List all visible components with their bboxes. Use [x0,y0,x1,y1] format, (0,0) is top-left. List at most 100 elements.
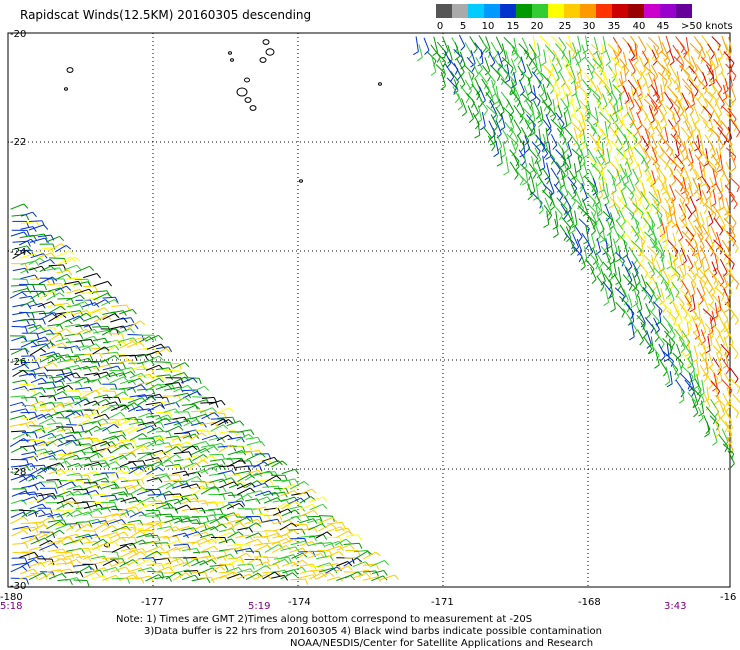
wind-barb [687,288,693,301]
wind-barb [605,183,609,197]
wind-barb [90,299,94,306]
wind-barb [729,343,739,354]
wind-barb [546,210,550,225]
wind-barb [661,267,670,282]
wind-barb [712,70,715,84]
wind-barb [69,311,75,316]
wind-barb [715,420,721,434]
wind-barb [709,247,719,259]
wind-barb [630,308,635,322]
wind-barb [56,568,71,572]
wind-barb [696,266,703,271]
wind-barb [568,50,572,64]
wind-barb [209,513,226,516]
wind-barb [551,116,557,122]
wind-barb [631,119,639,132]
wind-barb [728,413,733,429]
wind-barb [601,180,607,186]
wind-barb [87,547,92,554]
wind-barb [62,509,66,516]
wind-barb [165,446,177,454]
wind-barb [711,293,721,305]
wind-barb [524,148,531,153]
wind-barb [91,494,105,496]
wind-barb [619,93,623,109]
wind-barb [718,206,725,211]
wind-barb [514,49,522,61]
wind-barb [715,352,723,368]
wind-barb [622,51,627,65]
wind-barb [585,142,589,156]
wind-barb [347,527,352,534]
wind-barb [173,419,189,426]
wind-barb [145,534,158,537]
wind-barb [667,259,676,275]
wind-barb [701,224,710,237]
wind-barb [622,224,625,237]
wind-barb [688,79,699,92]
wind-barb [126,466,131,472]
wind-barb [187,411,191,418]
wind-barb [463,64,475,76]
wind-barb [665,225,669,240]
wind-barb [28,474,40,482]
wind-barb [634,267,641,283]
wind-barb [37,247,51,251]
wind-barb [37,495,51,504]
wind-barb [677,321,683,327]
wind-barb [222,486,227,493]
wind-barb [290,578,306,581]
wind-barb [91,462,107,467]
wind-barb [508,114,515,128]
wind-barb [590,126,601,138]
wind-barb [27,526,32,532]
wind-barb [580,207,585,214]
wind-barb [47,342,63,349]
wind-barb [669,150,674,156]
wind-barb [635,91,643,107]
wind-barb [708,232,714,247]
wind-barb [37,234,52,238]
wind-barb [329,550,333,557]
wind-barb [268,459,273,466]
wind-barb [690,247,699,260]
wind-barb [156,490,170,498]
wind-barb [592,70,603,80]
wind-barb [38,276,53,285]
wind-barb [221,523,228,529]
wind-barb [594,107,599,122]
wind-barb [10,446,24,454]
wind-barb [201,463,218,468]
wind-barb [68,417,72,424]
wind-barb [221,459,226,465]
wind-barb [231,528,236,534]
wind-barb [219,430,234,434]
wind-barb [64,256,76,264]
wind-barb [175,526,181,532]
wind-barb [610,245,616,262]
wind-barb [196,483,201,490]
time-label: 5:18 [0,601,22,612]
wind-barb [630,228,634,235]
wind-barb [253,565,267,573]
wind-barb [683,69,694,82]
wind-barb [690,114,697,130]
wind-barb [106,292,113,298]
wind-barb [696,373,700,386]
wind-barb [547,105,557,117]
colorbar-swatch [676,4,692,18]
wind-barb [191,487,205,496]
wind-barb [709,317,714,333]
wind-barb [47,548,64,552]
wind-barb [28,555,43,561]
wind-barb [545,114,552,128]
wind-barb [79,571,84,578]
wind-barb [689,165,694,172]
wind-barb [146,350,159,356]
wind-barb [46,292,60,301]
colorbar-swatch [452,4,468,18]
wind-barb [165,558,181,565]
wind-barb [604,85,613,99]
wind-barb [199,577,212,579]
wind-barb [80,340,85,347]
